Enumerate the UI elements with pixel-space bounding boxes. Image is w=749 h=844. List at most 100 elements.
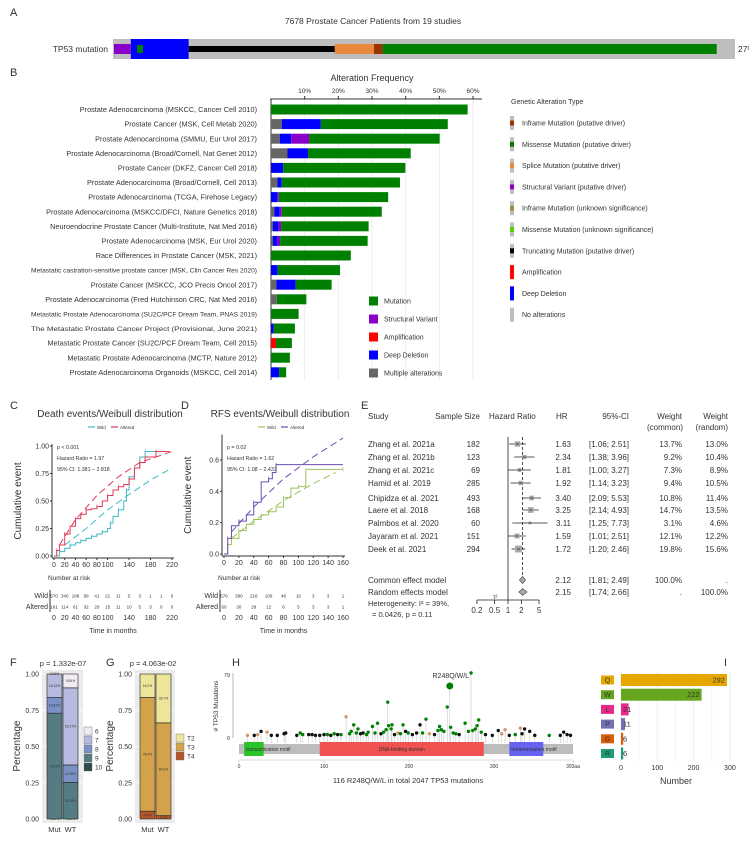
type-swatch-mark <box>510 227 514 232</box>
bar-mutation <box>280 235 368 246</box>
bar-value-label: 21 <box>623 705 631 714</box>
risk-table-title: Number at risk <box>48 575 91 582</box>
segment-label: 72.97% <box>49 764 60 768</box>
risk-x-tick-label: 220 <box>166 615 178 622</box>
lollipop-head <box>463 721 467 725</box>
domain-label: tetramerisation motif <box>511 747 557 753</box>
stack-segment <box>62 673 79 689</box>
weibull-fit-wild <box>64 467 173 546</box>
bar-value-label: 6 <box>623 734 627 743</box>
type-legend-label: Splice Mutation (putative driver) <box>522 163 620 170</box>
lollipop-head <box>381 730 386 734</box>
lollipop-head <box>318 733 322 738</box>
segment-label: 25.32% <box>65 799 76 803</box>
panel-label-h: H <box>232 657 240 669</box>
weight-random: 12.2% <box>705 532 728 541</box>
type-swatch <box>510 307 514 322</box>
lollipop-head <box>269 733 273 738</box>
x-axis-label: Time in months <box>89 628 137 635</box>
lollipop-head <box>448 725 453 729</box>
forest-tick-label: 5 <box>537 606 542 615</box>
x-tick-label: 40 <box>72 562 80 569</box>
type-swatch-mark <box>510 141 514 147</box>
ci-value: [1.01; 2.51] <box>589 532 629 541</box>
lollipop-head <box>469 671 473 675</box>
lollipop-head <box>558 733 562 738</box>
bar-mutation <box>271 250 351 261</box>
risk-count: 3 <box>327 605 330 610</box>
domain-label: DNA-binding domain <box>379 747 425 753</box>
risk-count: 60 <box>221 605 227 610</box>
type-legend-label: Missense Mutation (putative driver) <box>522 142 631 149</box>
bar-value-label: 292 <box>712 676 725 685</box>
x-tick-label: Mut <box>48 825 61 834</box>
p-value-title: p = 4.063e-02 <box>130 659 177 668</box>
panel-label-b: B <box>10 67 17 79</box>
y-tick-label: 0.4 <box>209 489 219 496</box>
lollipop-plot: 79 0 # TP53 Mutations R248Q/W/L transactivat… <box>213 671 580 785</box>
weight-random: 4.6% <box>710 519 728 528</box>
study-label: Metastatic Prostate Adenocarcinoma (SU2C… <box>31 312 257 319</box>
category-badge <box>601 749 614 758</box>
risk-x-tick-label: 60 <box>82 615 90 622</box>
bar-mutation <box>281 221 369 232</box>
bar-deep-deletion <box>271 265 278 276</box>
lollipop-head <box>344 715 348 719</box>
risk-count: 21 <box>105 594 111 599</box>
study-label: Prostate Adenocarcinoma (SMMU, Eur Urol … <box>95 134 257 143</box>
lollipop-head <box>295 733 299 738</box>
protein-domain <box>509 742 544 756</box>
header-weight-random: Weight <box>703 412 729 421</box>
x-axis-label: Time in months <box>260 628 308 635</box>
summary-hr: 2.12 <box>555 576 571 585</box>
bar-deep-deletion <box>274 206 280 217</box>
lollipop-head <box>562 730 566 734</box>
risk-count: 390 <box>235 594 243 599</box>
lollipop-head <box>354 731 358 735</box>
bar-mutation <box>279 367 287 378</box>
lollipop-head <box>533 733 537 738</box>
risk-row-label: Altered <box>196 604 218 611</box>
lollipop-head <box>446 682 454 690</box>
category-badge <box>601 734 614 744</box>
header-weight-common: Weight <box>657 412 683 421</box>
x-tick-label: 20% <box>332 88 345 95</box>
type-swatch-mark <box>510 184 514 190</box>
x-tick-label: WT <box>158 825 170 834</box>
bar <box>621 718 625 731</box>
km-curve-altered <box>54 451 170 557</box>
weight-common: 9.2% <box>664 453 682 462</box>
track-label: TP53 mutation <box>53 44 109 54</box>
risk-count: 20 <box>94 605 100 610</box>
study-label: Prostate Cancer (MSKCC, JCO Precis Oncol… <box>91 280 257 289</box>
legend-swatch <box>83 744 93 754</box>
y-tick-label: 0.2 <box>209 520 219 527</box>
forest-tick-label: 2 <box>519 606 524 615</box>
study-label: Prostate Adenocarcinoma (Fred Hutchinson… <box>45 295 257 304</box>
header-weight-random-sub: (random) <box>696 423 729 432</box>
heterogeneity-text: Heterogeneity: I² = 39%, <box>368 599 449 608</box>
bar-mutation <box>271 308 299 319</box>
study-label: Prostate Adenocarcinoma Organoids (MSKCC… <box>70 368 257 377</box>
weight-random: 15.6% <box>705 545 728 554</box>
study-name: Zhang et al. 2021c <box>368 466 434 475</box>
weight-random: 10.5% <box>705 479 728 488</box>
tau-label: τ² <box>493 595 497 601</box>
lollipop-head <box>329 733 333 738</box>
lollipop-head <box>275 733 279 738</box>
oncoprint-segment <box>130 39 189 59</box>
risk-count: 0 <box>171 594 174 599</box>
risk-count: 161 <box>50 605 58 610</box>
y-tick-label: 1.00 <box>118 672 132 679</box>
bar-value-label: 6 <box>623 749 627 758</box>
category-label: Q <box>605 678 611 685</box>
summary-weight-common: 100.0% <box>655 576 682 585</box>
y-axis-label: Cumulative event <box>183 456 194 533</box>
legend-label: 8 <box>95 747 99 754</box>
lollipop-head <box>373 731 377 735</box>
x-tick-label: 200 <box>688 765 700 772</box>
weight-common: 14.7% <box>659 506 682 515</box>
bar-mutation <box>277 265 341 276</box>
bar-value-label: 11 <box>623 720 631 729</box>
lollipop-head <box>386 700 390 704</box>
